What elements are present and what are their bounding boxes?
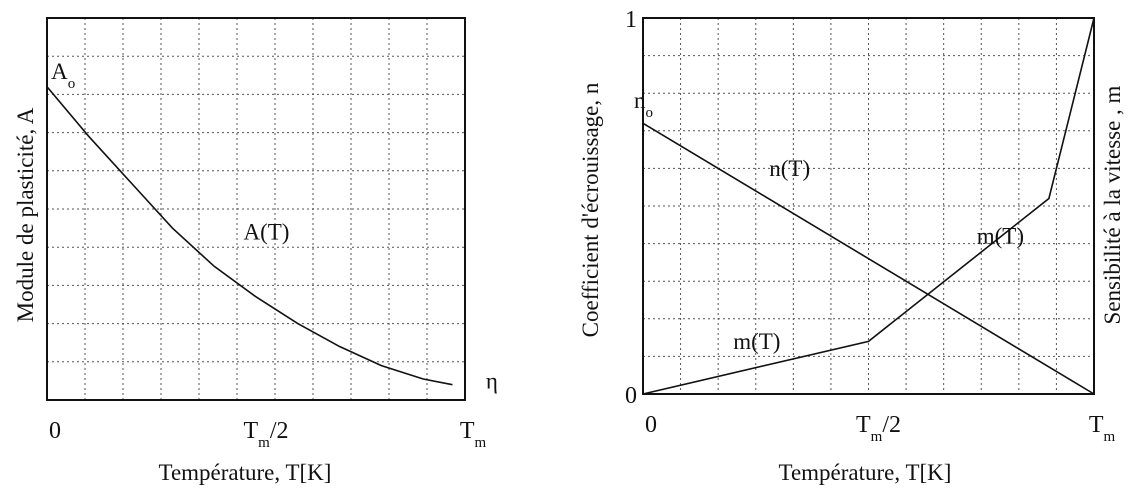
right-ylabel-secondary: Sensibilité à la vitesse , m [1100, 85, 1125, 324]
hardening-and-rate-sensitivity-chart: 0 Tm/2 Tm 0 1 no n(T) m(T) m(T) [625, 7, 1116, 445]
annotation-label: η [486, 369, 498, 394]
plot-frame [46, 17, 466, 401]
annotation-label: n(T) [769, 156, 810, 181]
right-xlabel: Température, T[K] [779, 460, 952, 485]
left-xlabel: Température, T[K] [159, 460, 332, 485]
x-tick-label: 0 [49, 418, 61, 444]
series-line-nt [642, 122, 1095, 395]
series-line-mt [642, 17, 1095, 395]
plasticity-modulus-chart: 0 Tm/2 Tm Ao A(T) η [46, 17, 498, 451]
annotation-label: A(T) [243, 220, 289, 245]
annotation-label: Ao [51, 59, 75, 92]
left-ylabel: Module de plasticité, A [13, 107, 38, 322]
right-ylabel: Coefficient d'écrouissage, n [578, 82, 603, 337]
series-line-at [46, 86, 453, 386]
annotation-label: m(T) [733, 329, 780, 354]
y-tick-label: 0 [625, 383, 637, 409]
plot-frame [642, 17, 1095, 395]
grid [47, 18, 465, 400]
y-tick-label: 1 [625, 7, 637, 33]
annotation-label: no [634, 88, 653, 121]
x-tick-label: Tm/2 [243, 418, 288, 451]
annotation-label: m(T) [977, 224, 1024, 249]
x-tick-label: Tm [460, 418, 487, 451]
x-tick-label: 0 [645, 412, 657, 438]
x-tick-label: Tm/2 [856, 412, 901, 445]
grid [643, 18, 1094, 394]
x-tick-label: Tm [1089, 412, 1116, 445]
